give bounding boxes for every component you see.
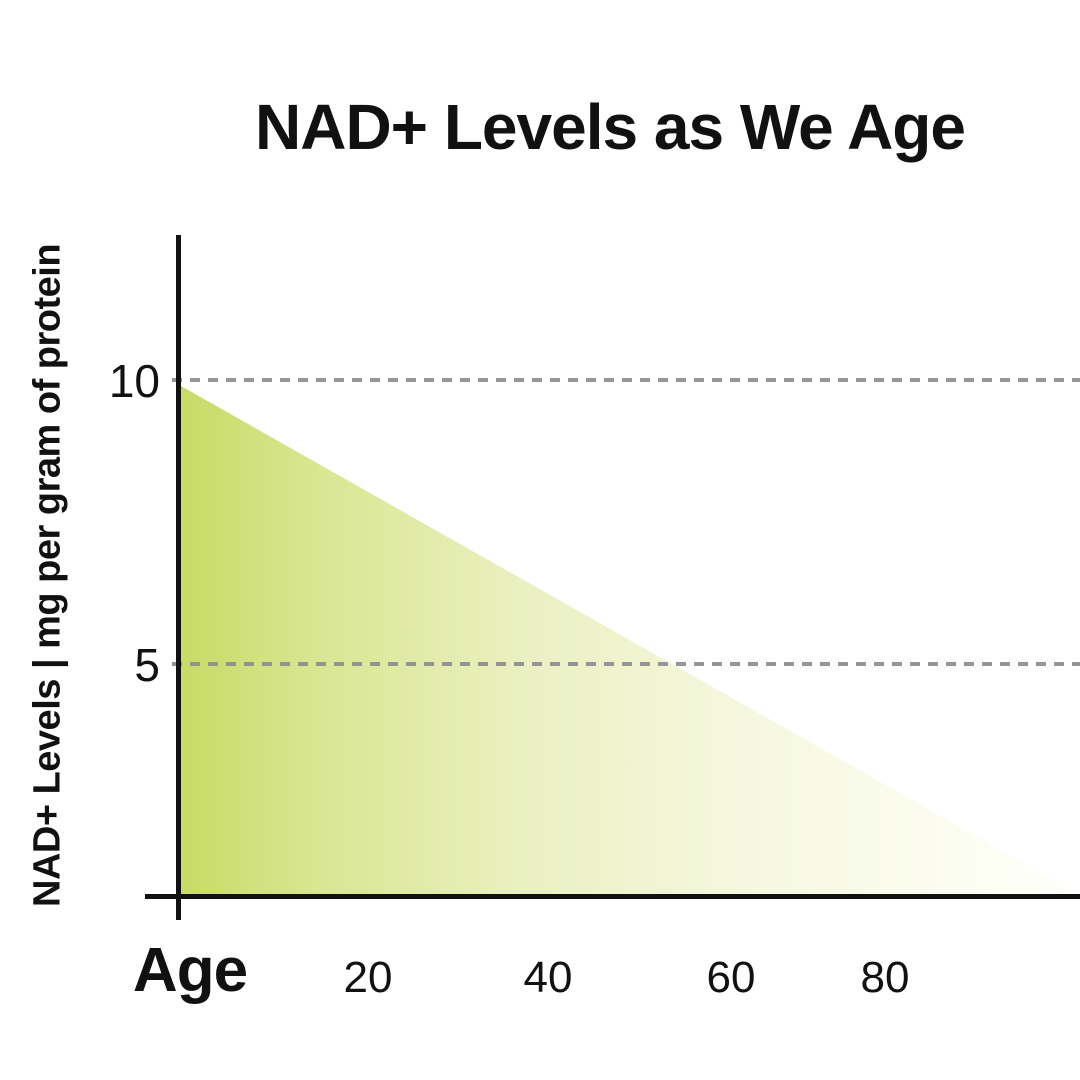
x-tick-label-60: 60 [706, 953, 756, 1002]
x-axis-title-age: Age [132, 936, 248, 1005]
y-tick-label-10: 10 [108, 355, 160, 407]
y-axis-title: NAD+ Levels | mg per gram of protein [26, 243, 69, 907]
x-tick-label-20: 20 [343, 953, 393, 1002]
x-tick-label-40: 40 [523, 953, 573, 1002]
y-tick-label-5: 5 [134, 639, 160, 691]
x-axis-line [145, 894, 1080, 899]
y-axis-line [176, 235, 181, 920]
gridline-y5 [172, 662, 1080, 666]
chart-title: NAD+ Levels as We Age [255, 91, 966, 163]
area-chart-triangle [181, 386, 1080, 895]
gridline-y10 [172, 378, 1080, 382]
x-tick-label-80: 80 [860, 953, 910, 1002]
area-series-nad-levels [181, 386, 1080, 895]
